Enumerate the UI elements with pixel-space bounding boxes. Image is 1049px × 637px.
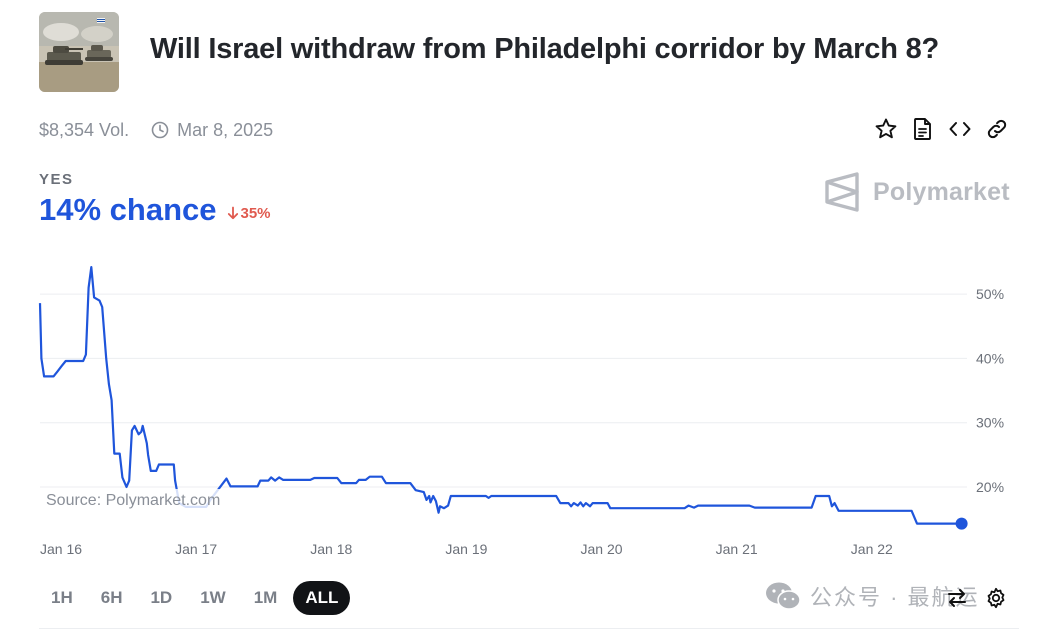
outcome-chance: 14% chance 35% [39,192,271,228]
y-tick-label: 30% [976,415,1004,431]
chart-settings-button[interactable] [984,586,1008,610]
market-title: Will Israel withdraw from Philadelphi co… [150,33,940,65]
wechat-icon [766,582,801,610]
watermark-text: 公众号 · 最航运 [810,585,980,610]
end-date-text: Mar 8, 2025 [177,119,274,140]
clock-icon [151,121,169,139]
chance-delta-value: 35% [240,204,271,222]
favorite-button[interactable] [872,116,900,142]
x-tick-label: Jan 19 [445,541,487,557]
chance-delta: 35% [227,205,271,222]
time-range-selector: 1H 6H 1D 1W 1M ALL [39,581,354,615]
range-all[interactable]: ALL [293,581,351,615]
market-thumbnail [39,12,119,92]
volume-text: $8,354 Vol. [39,119,130,140]
y-tick-label: 50% [976,286,1004,302]
bottom-divider [39,628,1019,629]
chance-value: 14% chance [39,192,217,227]
embed-button[interactable] [946,116,974,142]
document-icon [914,118,931,140]
polymarket-brand: Polymarket [823,172,1010,212]
range-1h[interactable]: 1H [51,588,73,607]
swap-arrows-icon [948,589,966,607]
current-value-dot [955,517,968,530]
polymarket-logo-icon [825,172,859,212]
x-tick-label: Jan 17 [175,541,217,557]
range-1w[interactable]: 1W [200,588,226,607]
code-icon [949,122,971,136]
range-1m[interactable]: 1M [253,588,278,607]
y-axis-labels: 20% 30% 40% 50% [976,286,1004,495]
x-axis-labels: Jan 16 Jan 17 Jan 18 Jan 19 Jan 20 Jan 21 Jan … [40,541,893,557]
y-tick-label: 20% [976,479,1004,495]
probability-line [38,266,962,525]
x-tick-label: Jan 16 [40,541,82,557]
swap-axes-button[interactable] [945,586,969,610]
rules-button[interactable] [909,116,937,142]
star-icon [875,118,897,139]
market-meta: $8,354 Vol. Mar 8, 2025 [39,119,273,141]
x-tick-label: Jan 20 [581,541,623,557]
gear-icon [987,587,1005,609]
brand-name: Polymarket [873,177,1010,206]
range-6h[interactable]: 6H [100,588,123,607]
chart-grid [40,293,967,488]
x-tick-label: Jan 18 [310,541,352,557]
price-chart[interactable]: 20%30%40%50% Jan 16 Jan 17 Jan 18 Jan 19 Jan… [0,250,1049,560]
x-tick-label: Jan 22 [851,541,893,557]
range-1d[interactable]: 1D [150,588,173,607]
wechat-watermark: 公众号 · 最航运 [764,580,980,612]
copy-link-button[interactable] [983,116,1011,142]
market-actions [872,116,1011,142]
link-icon [987,119,1007,139]
y-tick-label: 40% [976,350,1004,366]
source-note: Source: Polymarket.com [39,489,228,513]
x-tick-label: Jan 21 [716,541,758,557]
outcome-label: YES [39,171,74,188]
arrow-down-icon [227,206,238,220]
